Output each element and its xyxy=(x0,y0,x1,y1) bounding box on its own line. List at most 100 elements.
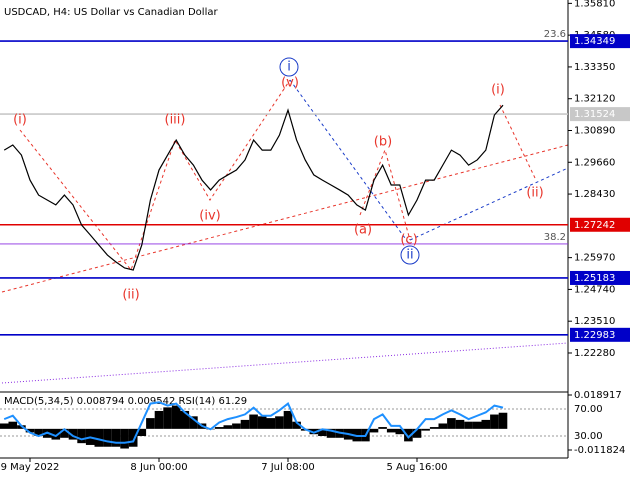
wave-label: ii xyxy=(406,248,413,263)
level-label: 1.22983 xyxy=(574,330,615,341)
wave-path xyxy=(19,79,291,272)
wave-label: (c) xyxy=(400,233,417,248)
level-box xyxy=(570,107,630,122)
wave-label: (i) xyxy=(491,83,505,98)
wave-path xyxy=(289,79,411,246)
trend-line xyxy=(409,167,569,241)
macd-bar xyxy=(455,419,465,429)
wave-label: i xyxy=(287,60,291,75)
wave-circle xyxy=(400,245,420,265)
level-box xyxy=(570,34,630,49)
wave-label: (v) xyxy=(281,76,299,91)
y-tick-label: 1.29660 xyxy=(574,157,615,168)
y-tick-label: -0.011824 xyxy=(574,445,625,456)
macd-bar xyxy=(481,419,491,429)
macd-bar xyxy=(421,428,430,431)
y-tick-label: 1.23510 xyxy=(574,316,615,327)
wave-label: (i) xyxy=(13,113,27,128)
macd-bar xyxy=(77,428,86,444)
level-box xyxy=(570,217,630,232)
wave-label: (ii) xyxy=(526,186,543,201)
y-tick-label: 1.33350 xyxy=(574,62,615,73)
macd-bar xyxy=(490,414,499,429)
x-tick-label: 5 Aug 16:00 xyxy=(386,462,447,473)
level-label: 1.31524 xyxy=(574,109,615,120)
macd-bar xyxy=(386,428,396,433)
fib-label: 23.6 xyxy=(544,29,566,40)
macd-bar xyxy=(68,428,78,440)
macd-bar xyxy=(309,428,319,435)
macd-bar xyxy=(240,419,250,429)
level-label: 1.25183 xyxy=(574,273,615,284)
macd-bar xyxy=(111,428,121,447)
macd-bar xyxy=(8,421,18,429)
macd-bar xyxy=(447,418,456,429)
trend-line xyxy=(1,144,569,293)
macd-bar xyxy=(25,428,35,433)
y-tick-label: 1.28430 xyxy=(574,189,615,200)
wave-label: (ii) xyxy=(122,288,139,303)
macd-bar xyxy=(472,421,482,429)
y2-tick-label: 30.00 xyxy=(574,431,603,442)
wave-labels: (i) (ii) (iii) (iv) (v) i (a) (b) (c) ii… xyxy=(13,57,544,303)
fib-label: 38.2 xyxy=(544,232,566,243)
x-tick-label: 8 Jun 00:00 xyxy=(130,462,187,473)
y-tick-label: 1.25970 xyxy=(574,253,615,264)
macd-bar xyxy=(412,428,422,438)
macd-bar xyxy=(283,410,293,429)
macd-bar xyxy=(404,428,413,442)
y-tick-label: 0.018917 xyxy=(574,390,622,401)
y-tick-label: 1.24740 xyxy=(574,284,615,295)
wave-label: (a) xyxy=(354,223,372,238)
macd-bar xyxy=(146,418,155,429)
y-tick-label: 1.35810 xyxy=(574,0,615,9)
wave-label: (iii) xyxy=(165,113,186,128)
macd-bar xyxy=(249,414,258,429)
macd-bar xyxy=(51,428,61,440)
macd-bar xyxy=(94,428,104,447)
wave-path xyxy=(499,104,536,179)
macd-bar xyxy=(429,427,439,429)
level-label: 1.34349 xyxy=(574,36,615,47)
macd-bar xyxy=(438,423,448,429)
macd-bar xyxy=(395,428,405,435)
x-tick-label: 7 Jul 08:00 xyxy=(261,462,315,473)
wave-label: (iv) xyxy=(199,209,220,224)
wave-label: (b) xyxy=(374,135,392,150)
macd-bar xyxy=(171,405,181,429)
y2-tick-label: 70.00 xyxy=(574,404,603,415)
level-label: 1.27242 xyxy=(574,220,615,231)
macd-bar xyxy=(266,418,276,429)
level-box xyxy=(570,327,630,342)
macd-bar xyxy=(326,428,336,438)
macd-bar xyxy=(137,428,147,437)
macd-bar xyxy=(275,416,284,429)
macd-bar xyxy=(154,410,164,429)
macd-bar xyxy=(103,428,112,447)
macd-bar xyxy=(464,421,473,429)
macd-bar xyxy=(163,407,172,429)
x-tick-label: 9 May 2022 xyxy=(1,462,60,473)
macd-bar xyxy=(223,425,233,429)
macd-bar xyxy=(214,427,224,429)
macd-bar xyxy=(378,427,387,429)
level-box xyxy=(570,270,630,285)
macd-bar xyxy=(120,428,129,449)
macd-bar xyxy=(180,410,190,429)
trend-line xyxy=(1,342,569,384)
macd-bar xyxy=(60,428,69,438)
macd-bar xyxy=(189,416,198,429)
macd-bar xyxy=(34,428,43,437)
macd-bar xyxy=(318,428,327,437)
chart-title: USDCAD, H4: US Dollar vs Canadian Dollar xyxy=(4,7,218,18)
y-tick-label: 1.32120 xyxy=(574,94,615,105)
y-tick-label: 1.22280 xyxy=(574,348,615,359)
macd-bar xyxy=(0,423,9,429)
rsi-line xyxy=(3,401,504,444)
y-tick-label: 1.30890 xyxy=(574,125,615,136)
macd-bar xyxy=(498,412,508,429)
price-line xyxy=(3,104,504,271)
macd-bar xyxy=(128,428,138,447)
macd-bar xyxy=(232,423,241,429)
macd-bar xyxy=(369,428,379,433)
